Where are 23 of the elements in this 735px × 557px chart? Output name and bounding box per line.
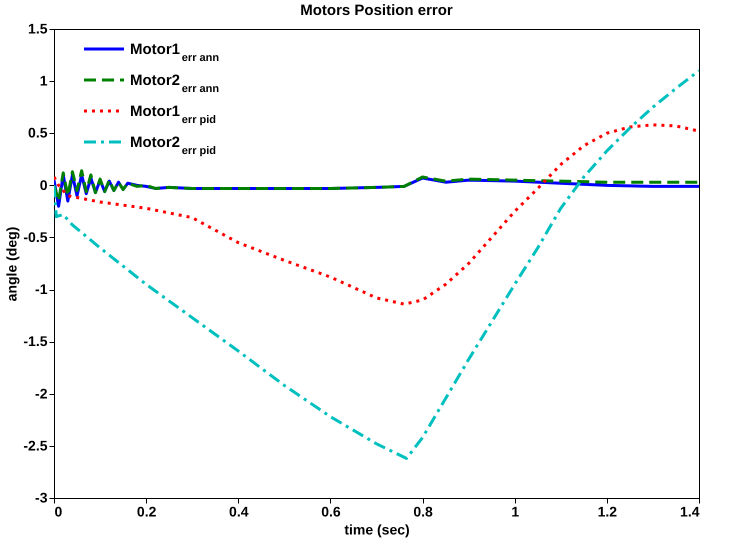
x-tick-label: 0.4: [229, 504, 249, 520]
x-axis-title: time (sec): [344, 522, 410, 538]
x-tick-label: 0.6: [321, 504, 341, 520]
y-tick-label: -1.5: [23, 333, 48, 350]
y-tick-label: 0: [40, 176, 48, 193]
y-tick-label: -2: [35, 385, 48, 402]
x-tick-label: 1.2: [598, 504, 618, 520]
y-tick-label: -1: [35, 281, 48, 298]
line-series: [54, 69, 699, 460]
y-tick-label: -0.5: [23, 228, 48, 245]
x-tick-label: 0: [54, 504, 62, 520]
x-tick-label: 0.8: [413, 504, 434, 520]
y-tick-label: 1: [40, 72, 48, 89]
x-tick-label: 1: [511, 504, 520, 520]
chart-title: Motors Position error: [300, 2, 453, 19]
y-tick-label: 1.5: [28, 20, 48, 36]
x-tick-label: 1.4: [680, 504, 700, 520]
y-tick-label: -3: [35, 490, 48, 506]
y-tick-label: 0.5: [28, 124, 48, 141]
line-series: [54, 169, 699, 202]
y-tick-label: -2.5: [23, 437, 48, 454]
y-axis-title: angle (deg): [3, 226, 20, 302]
x-tick-label: 0.2: [136, 504, 157, 520]
